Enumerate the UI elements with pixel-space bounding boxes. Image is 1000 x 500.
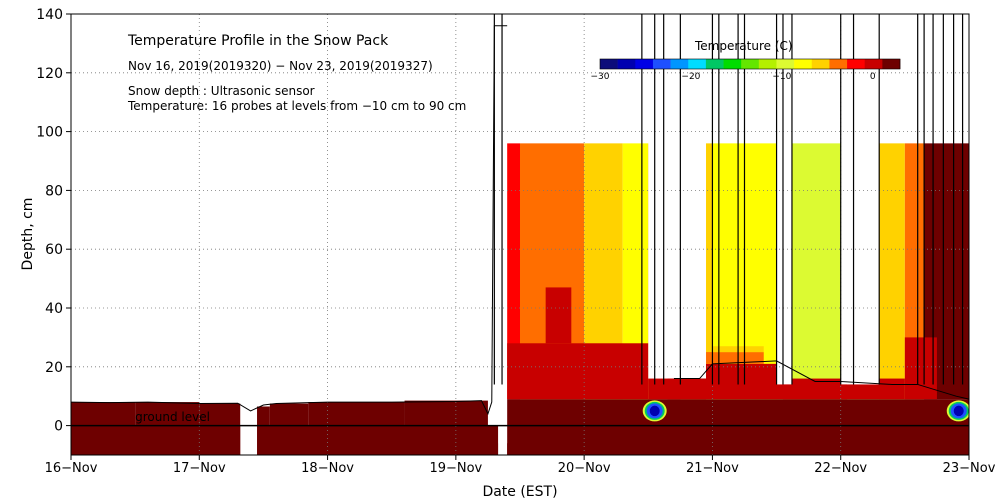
y-tick-label: 60	[45, 242, 63, 258]
below-ground-deep	[71, 443, 499, 455]
heat-cell	[71, 402, 136, 426]
colorbar-swatch	[882, 59, 901, 69]
x-tick-label: 20−Nov	[558, 461, 611, 476]
colorbar-swatch	[741, 59, 760, 69]
x-tick-label: 18−Nov	[301, 461, 354, 476]
heat-cell	[782, 384, 848, 400]
note-snow-depth: Snow depth : Ultrasonic sensor	[128, 84, 315, 98]
ground-layer	[507, 399, 969, 426]
colorbar-swatch	[811, 59, 830, 69]
y-tick-label: 140	[36, 7, 63, 23]
data-gap	[240, 402, 258, 455]
heat-cell	[507, 343, 649, 400]
colorbar-swatch	[617, 59, 636, 69]
y-tick-label: 120	[36, 66, 63, 82]
colorbar-tick-label: −10	[772, 72, 791, 82]
heat-cell	[308, 402, 405, 426]
data-gap	[498, 402, 508, 455]
cold-patch-ring	[953, 405, 964, 417]
colorbar-frame	[599, 58, 901, 70]
colorbar-swatch	[600, 59, 618, 69]
heat-cell	[507, 143, 520, 400]
x-tick-label: 23−Nov	[943, 461, 996, 476]
colorbar-tick-label: 0	[870, 72, 876, 82]
colorbar-swatch	[688, 59, 707, 69]
missing-region	[776, 14, 792, 385]
y-tick-label: 40	[45, 301, 63, 317]
y-tick-label: 100	[36, 125, 63, 141]
cold-patch-ring	[649, 405, 660, 417]
below-ground-deep	[507, 443, 969, 455]
y-tick-label: 0	[54, 419, 63, 435]
heat-cell	[904, 143, 925, 400]
cold-patch-20-nov	[642, 400, 667, 422]
missing-region	[648, 14, 707, 379]
colorbar-tick-label: −30	[591, 72, 610, 82]
heat-cell	[545, 287, 572, 344]
missing-region	[840, 14, 880, 385]
axes: 16−Nov 17−Nov 18−Nov 19−Nov 20−Nov 21−Nov 22−N…	[36, 7, 995, 476]
heat-cell	[141, 407, 200, 426]
note-temperature: Temperature: 16 probes at levels from −1…	[127, 99, 466, 113]
colorbar-tick-label: −20	[681, 72, 700, 82]
snow-depth-line-late	[673, 360, 969, 400]
x-axis-title: Date (EST)	[482, 484, 557, 500]
x-tick-label: 22−Nov	[814, 461, 867, 476]
snow-depth-line	[71, 25, 508, 416]
chart-title: Temperature Profile in the Snow Pack	[127, 33, 389, 49]
y-axis-title: Depth, cm	[20, 198, 36, 271]
colorbar-label: Temperature (C)	[694, 39, 793, 53]
x-tick-label: 19−Nov	[429, 461, 482, 476]
heat-cell	[904, 337, 937, 400]
heat-cell	[667, 378, 707, 400]
colorbar-swatch	[723, 59, 742, 69]
heat-cell	[404, 400, 488, 426]
snow-depth-trace	[71, 14, 969, 416]
colorbar-swatch	[829, 59, 848, 69]
colorbar-swatch	[705, 59, 724, 69]
y-tick-label: 80	[45, 183, 63, 199]
heat-cell	[879, 143, 905, 400]
plot-frame	[70, 13, 970, 456]
heat-cell	[699, 352, 764, 364]
colorbar-swatch	[776, 59, 795, 69]
colorbar-swatch	[652, 59, 671, 69]
chart-subtitle: Nov 16, 2019(2019320) − Nov 23, 2019(201…	[128, 59, 433, 73]
colorbar-swatch	[758, 59, 777, 69]
colorbar-swatch	[847, 59, 866, 69]
heat-cell	[199, 403, 241, 426]
x-tick-label: 16−Nov	[45, 461, 98, 476]
colorbar-swatch	[864, 59, 883, 69]
colorbar: −30 −20 −10 0	[591, 58, 901, 82]
heat-cell	[257, 406, 270, 426]
x-tick-label: 17−Nov	[173, 461, 226, 476]
heat-cell	[269, 403, 309, 426]
colorbar-swatch	[794, 59, 813, 69]
x-tick-label: 21−Nov	[686, 461, 739, 476]
y-tick-label: 20	[45, 360, 63, 376]
heatmap-layer	[71, 14, 969, 455]
ground-level-label: ground level	[135, 410, 210, 424]
colorbar-swatch	[670, 59, 689, 69]
cold-patch-23-nov	[946, 400, 969, 422]
colorbar-swatch	[635, 59, 654, 69]
